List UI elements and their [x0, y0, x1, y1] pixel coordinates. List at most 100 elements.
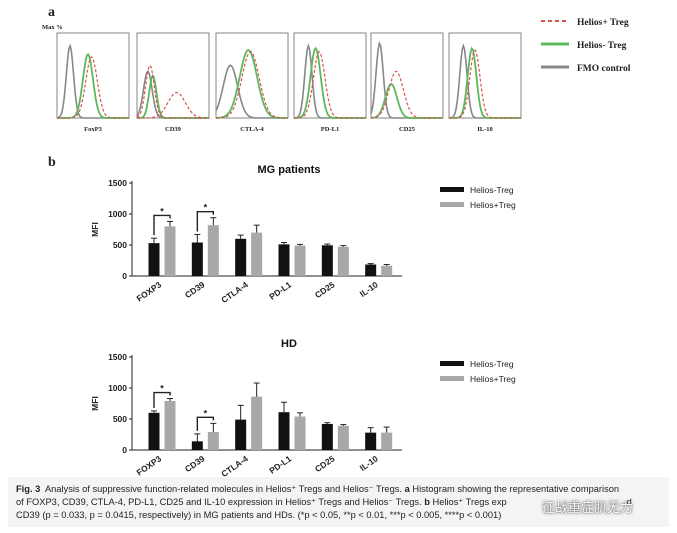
- bar-helios-minus: [148, 412, 160, 450]
- histogram-curve-helios-plus: [57, 56, 129, 119]
- histogram-marker-label: IL-10: [477, 126, 493, 133]
- histogram-curve-helios-plus: [137, 91, 209, 119]
- bar-helios-plus: [164, 401, 176, 450]
- legend-swatch: [440, 202, 464, 207]
- significance-marker: *: [204, 408, 208, 418]
- bar-helios-minus: [321, 423, 333, 450]
- x-tick-label: CTLA-4: [219, 453, 250, 479]
- significance-bracket: [153, 391, 171, 408]
- histogram-marker-label: CD25: [399, 126, 416, 133]
- legend-label: Helios-Treg: [470, 359, 514, 369]
- x-tick-label: IL-10: [358, 279, 380, 299]
- legend-label: Helios+Treg: [470, 374, 516, 384]
- legend-label-helios-plus: Helios+ Treg: [577, 18, 629, 28]
- y-tick-label: 500: [113, 414, 127, 424]
- y-axis-label: MFI: [90, 222, 100, 237]
- bar-helios-minus: [191, 242, 203, 276]
- panel-b-label: b: [48, 155, 56, 170]
- bar-helios-plus: [337, 246, 349, 276]
- y-axis-label: MFI: [90, 396, 100, 411]
- x-tick-label: PD-L1: [267, 453, 293, 475]
- caption-label-b: b: [424, 497, 430, 507]
- bar-helios-minus: [235, 238, 247, 276]
- bar-helios-plus: [164, 226, 176, 276]
- legend-swatch: [440, 376, 464, 381]
- x-tick-label: FOXP3: [135, 453, 164, 477]
- legend-a: Helios+ Treg Helios- Treg FMO control: [541, 18, 631, 74]
- y-tick-label: 500: [113, 240, 127, 250]
- histogram-marker-label: FoxP3: [84, 126, 102, 133]
- y-tick-label: 1000: [108, 209, 127, 219]
- histogram-curve-helios-plus: [449, 49, 521, 119]
- bar-helios-plus: [381, 265, 393, 276]
- histogram-frame: [215, 32, 289, 119]
- significance-bracket: [196, 416, 215, 431]
- histogram-marker-label: CD39: [165, 126, 182, 133]
- x-tick-label: IL-10: [358, 453, 380, 473]
- x-tick-label: PD-L1: [267, 279, 293, 301]
- bar-helios-plus: [337, 425, 349, 450]
- panel-a-label: a: [48, 5, 55, 20]
- histogram-marker-labels: FoxP3 CD39 CTLA-4 PD-L1 CD25 IL-10: [84, 126, 493, 133]
- caption-line2: of FOXP3, CD39, CTLA-4, PD-L1, CD25 and …: [16, 497, 422, 507]
- bar-helios-minus: [278, 412, 290, 450]
- bar-helios-plus: [294, 416, 306, 450]
- caption-line2b: Helios⁺ Tregs exp: [432, 497, 507, 507]
- histogram-curve-helios-plus: [370, 70, 443, 119]
- x-tick-label: CD39: [183, 453, 207, 474]
- chart-title: HD: [281, 338, 297, 350]
- y-tick-label: 0: [122, 271, 127, 281]
- y-tick-label: 1500: [108, 178, 127, 188]
- bar-helios-minus: [191, 441, 203, 450]
- legend-label-helios-minus: Helios- Treg: [577, 41, 627, 51]
- significance-bracket: [196, 211, 215, 232]
- legend-label: Helios-Treg: [470, 185, 514, 195]
- caption-line3: CD39 (p = 0.033, p = 0.0415, respectivel…: [16, 510, 502, 520]
- chart-title: MG patients: [258, 164, 321, 176]
- bar-helios-plus: [251, 396, 263, 450]
- histogram-frame: [448, 32, 522, 119]
- chart-hd: HD 0 500 1000 1500 MFI FOXP3 CD39 CTLA-4 PD-L1 CD2…: [90, 338, 516, 479]
- histogram-curve-helios-minus: [216, 48, 288, 119]
- histogram-marker-label: PD-L1: [321, 126, 339, 133]
- histogram-curve-helios-plus: [216, 51, 288, 119]
- histogram-curve-helios-minus: [449, 46, 521, 119]
- significance-bracket: [153, 214, 171, 236]
- caption-line2c: d: [626, 497, 632, 507]
- bar-helios-minus: [278, 244, 290, 276]
- bar-helios-minus: [365, 264, 377, 276]
- bar-helios-plus: [207, 432, 219, 450]
- significance-marker: *: [160, 384, 164, 394]
- bar-helios-minus: [321, 245, 333, 276]
- histogram-marker-label: CTLA-4: [240, 126, 264, 133]
- figure-caption: Fig. 3 Analysis of suppressive function-…: [8, 477, 669, 527]
- y-axis-label-max: Max %: [42, 24, 63, 31]
- x-tick-label: CD25: [313, 453, 337, 474]
- legend-swatch: [440, 361, 464, 366]
- bar-helios-minus: [235, 419, 247, 450]
- bar-helios-plus: [381, 432, 393, 450]
- x-tick-label: CTLA-4: [219, 279, 250, 305]
- caption-line1b: Histogram showing the representative com…: [412, 484, 620, 494]
- x-tick-label: CD25: [313, 279, 337, 300]
- bar-helios-plus: [294, 245, 306, 276]
- legend-label-fmo: FMO control: [577, 64, 631, 74]
- bar-helios-minus: [148, 243, 160, 276]
- y-tick-label: 1000: [108, 383, 127, 393]
- bar-helios-plus: [251, 232, 263, 276]
- significance-marker: *: [204, 203, 208, 213]
- histogram-frame: [370, 32, 444, 119]
- bar-helios-minus: [365, 432, 377, 450]
- histogram-panels: [56, 32, 522, 119]
- watermark-text: 征战重症肌无力: [542, 501, 634, 516]
- x-tick-label: FOXP3: [135, 279, 164, 303]
- histogram-curve-helios-minus: [137, 73, 209, 119]
- histogram-curve-helios-minus: [294, 46, 366, 119]
- caption-fig-label: Fig. 3: [16, 484, 41, 494]
- chart-mg-patients: MG patients 0 500 1000 1500 MFI FOXP3 CD39 CTLA-…: [90, 164, 516, 305]
- caption-line1: Analysis of suppressive function-related…: [44, 484, 403, 494]
- legend-label: Helios+Treg: [470, 200, 516, 210]
- x-tick-label: CD39: [183, 279, 207, 300]
- bar-helios-plus: [207, 225, 219, 276]
